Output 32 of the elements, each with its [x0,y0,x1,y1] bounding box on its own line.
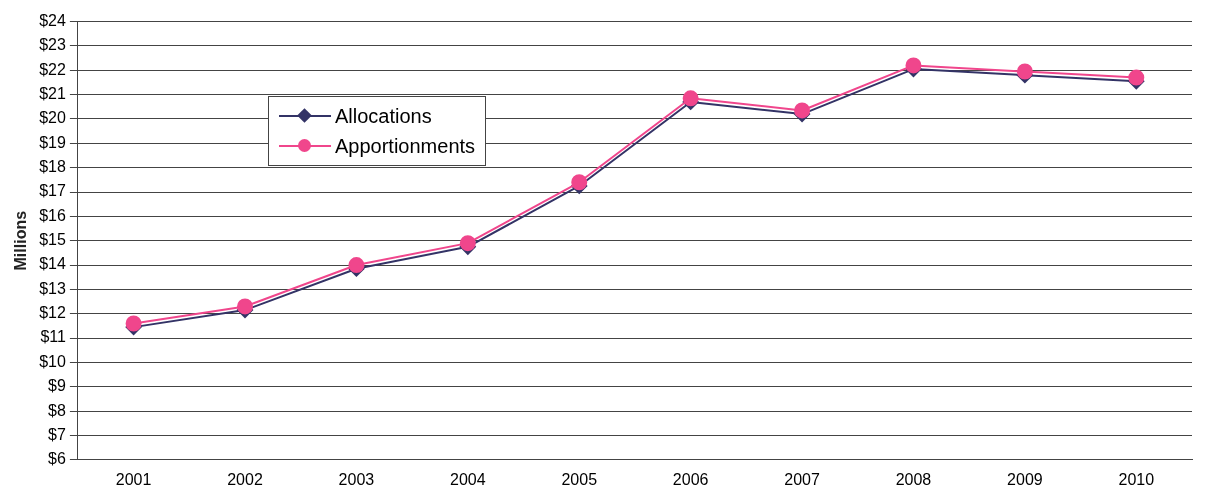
x-tick-label: 2009 [1007,470,1043,488]
x-tick-label: 2002 [227,470,263,488]
y-tick-label: $23 [39,36,66,54]
x-tick-label: 2003 [338,470,375,488]
y-tick-label: $16 [39,206,66,224]
y-tick-label: $20 [39,109,66,127]
y-tick-label: $8 [48,401,66,419]
x-tick-label: 2004 [450,470,486,488]
x-tick-label: 2007 [784,470,820,488]
y-tick-label: $19 [39,133,66,151]
y-tick-label: $15 [39,231,66,249]
y-tick-label: $24 [39,12,66,30]
y-tick-label: $17 [39,182,66,200]
y-tick-label: $6 [48,450,66,468]
y-tick-label: $12 [39,304,66,322]
x-tick-label: 2008 [895,470,932,488]
y-tick-label: $21 [39,85,66,103]
x-tick-label: 2010 [1118,470,1155,488]
legend-label: Allocations [335,104,432,128]
y-axis-title: Millions [12,210,30,271]
x-tick-label: 2006 [672,470,709,488]
y-tick-label: $22 [39,60,66,78]
legend-label: Apportionments [335,134,476,158]
x-tick-label: 2001 [115,470,152,488]
y-tick-label: $10 [39,352,66,370]
y-tick-label: $13 [39,279,66,297]
y-tick-label: $14 [39,255,66,273]
y-tick-label: $18 [39,158,66,176]
y-tick-label: $9 [48,377,66,395]
y-tick-label: $11 [40,328,66,346]
x-tick-label: 2005 [561,470,598,488]
y-tick-label: $7 [48,425,66,443]
